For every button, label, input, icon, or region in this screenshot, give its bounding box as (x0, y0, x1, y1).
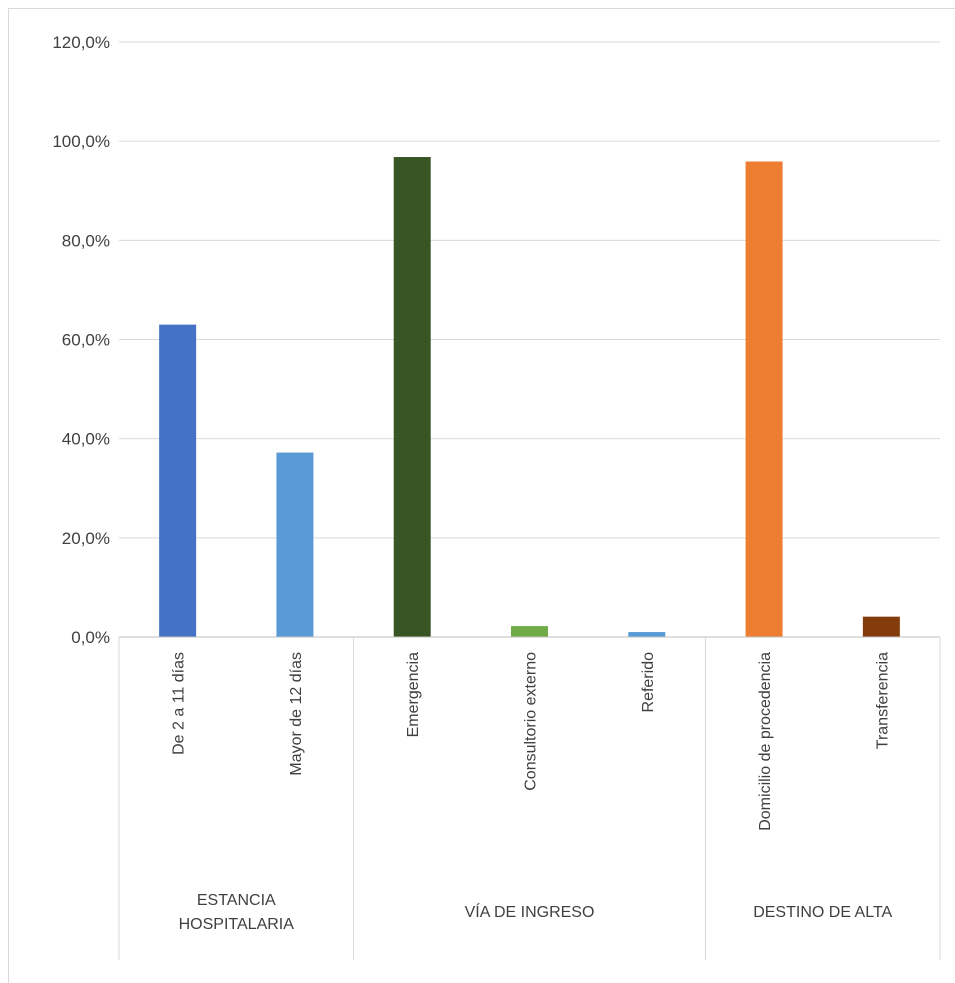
x-group-label-line: HOSPITALARIA (179, 916, 295, 933)
bar (511, 626, 548, 637)
y-tick-label: 100,0% (52, 132, 110, 151)
bar (393, 157, 431, 638)
x-group-label-line: VÍA DE INGRESO (465, 902, 595, 921)
y-tick-label: 0,0% (71, 628, 110, 647)
x-group-label: DESTINO DE ALTA (753, 904, 892, 921)
bar (159, 324, 197, 637)
x-category-label: Transferencia (874, 652, 891, 749)
x-category-label: Referido (640, 652, 657, 713)
gridlines (119, 41, 940, 539)
y-tick-label: 80,0% (62, 231, 110, 250)
x-group-label-line: ESTANCIA (197, 892, 276, 909)
bars (159, 157, 900, 638)
x-group-label-line: DESTINO DE ALTA (753, 904, 892, 921)
x-axis: De 2 a 11 días Mayor de 12 días Emergencia… (118, 636, 941, 960)
y-tick-label: 40,0% (62, 430, 110, 449)
y-tick-label: 20,0% (62, 529, 110, 548)
bar (745, 161, 783, 637)
x-category-label: Emergencia (405, 652, 422, 737)
x-category-label: Mayor de 12 días (288, 652, 305, 776)
x-category-label: Consultorio externo (523, 652, 540, 791)
x-group-label: ESTANCIA HOSPITALARIA (179, 892, 295, 933)
y-axis: 0,0% 20,0% 40,0% 60,0% 80,0% 100,0% 120,0% (52, 33, 110, 647)
bar (276, 452, 314, 637)
bar (862, 616, 900, 637)
x-category-label: De 2 a 11 días (171, 652, 188, 755)
x-group-label: VÍA DE INGRESO (465, 902, 595, 921)
x-category-label: Domicilio de procedencia (757, 652, 774, 831)
y-tick-label: 60,0% (62, 331, 110, 350)
y-tick-label: 120,0% (52, 33, 110, 52)
bar (628, 632, 666, 637)
chart-border (8, 8, 955, 983)
